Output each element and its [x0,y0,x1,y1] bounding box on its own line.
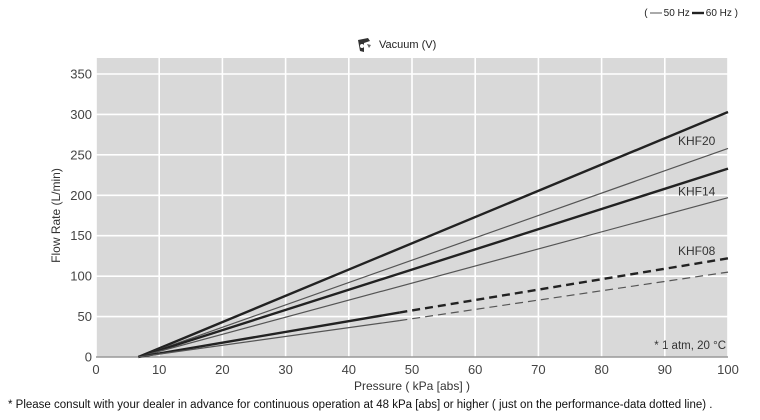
x-axis-label: Pressure ( kPa [abs] ) [354,379,470,393]
x-tick-label: 20 [215,362,229,377]
y-tick-label: 350 [70,67,92,82]
series-khf08-50hz [399,271,729,322]
series-khf08-60hz [138,311,400,359]
x-tick-label: 70 [531,362,545,377]
series-khf14-50hz [138,197,729,358]
y-tick-label: 300 [70,107,92,122]
series-khf08-50hz [138,320,400,358]
vacuum-icon [358,38,371,52]
x-tick-label: 100 [717,362,739,377]
y-axis-label: Flow Rate (L/min) [49,168,63,263]
legend-50hz-swatch [649,8,662,19]
legend-60hz-swatch [691,8,704,19]
footnote: * Please consult with your dealer in adv… [8,399,713,411]
x-tick-label: 40 [342,362,356,377]
x-tick-label: 80 [594,362,608,377]
chart-title-text: Vacuum (V) [379,39,437,51]
series-khf20-50hz [138,147,729,358]
x-tick-label: 10 [152,362,166,377]
y-tick-label: 50 [78,309,92,324]
x-tick-label: 30 [278,362,292,377]
legend-60hz-label: 60 Hz ) [705,8,738,19]
x-tick-label: 50 [405,362,419,377]
series-khf20-60hz [137,110,729,359]
series-khf08-60hz [399,257,729,314]
series-annotation: KHF14 [678,184,716,198]
legend-50hz-label: 50 Hz [663,8,690,19]
series-annotation: KHF08 [678,244,716,258]
y-tick-label: 100 [70,269,92,284]
legend: ( 50 Hz 60 Hz ) [644,8,738,19]
series-annotation: KHF20 [678,134,716,148]
x-tick-label: 60 [468,362,482,377]
y-tick-label: 150 [70,228,92,243]
y-tick-label: 0 [85,350,92,365]
y-tick-label: 200 [70,188,92,203]
x-tick-label: 90 [658,362,672,377]
conditions-note: * 1 atm, 20 °C [654,340,726,352]
series-khf14-60hz [137,167,729,359]
x-tick-label: 0 [92,362,99,377]
legend-open-paren: ( [644,8,648,19]
y-tick-label: 250 [70,147,92,162]
chart-title: Vacuum (V) [355,36,436,54]
